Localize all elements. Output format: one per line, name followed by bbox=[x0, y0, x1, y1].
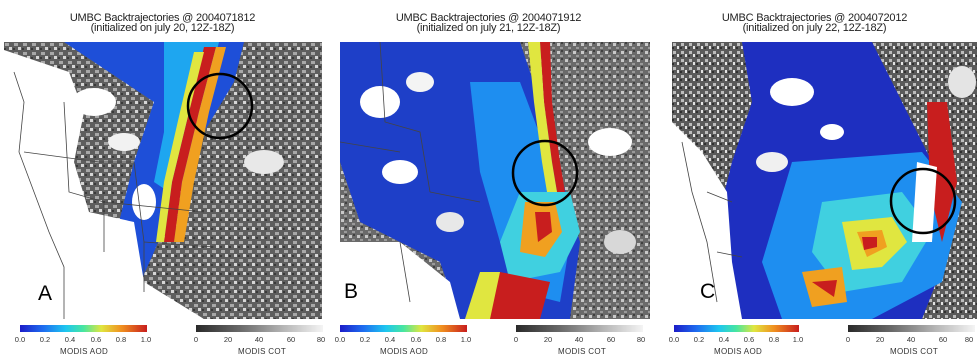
aod-colorbar bbox=[674, 325, 799, 332]
tick: 0.0 bbox=[668, 335, 680, 344]
tick: 0.4 bbox=[64, 335, 76, 344]
tick: 80 bbox=[964, 335, 974, 344]
tick: 0.8 bbox=[115, 335, 127, 344]
satellite-map: A bbox=[4, 42, 322, 319]
tick: 60 bbox=[286, 335, 296, 344]
aod-ticks: 0.0 0.2 0.4 0.6 0.8 1.0 0 20 40 60 80 bbox=[326, 335, 651, 345]
cot-colorbar bbox=[516, 325, 643, 332]
aod-ticks: 0.0 0.2 0.4 0.6 0.8 1.0 0 20 40 60 80 bbox=[0, 335, 325, 345]
panel-title: UMBC Backtrajectories @ 2004072012 bbox=[721, 12, 908, 24]
tick: 0.0 bbox=[334, 335, 346, 344]
aod-label: MODIS AOD bbox=[380, 347, 429, 356]
tick: 0.4 bbox=[718, 335, 730, 344]
aod-colorbar bbox=[340, 325, 467, 332]
map-image bbox=[4, 42, 322, 319]
tick: 20 bbox=[223, 335, 233, 344]
tick: 60 bbox=[938, 335, 948, 344]
panel-subtitle: (initialized on july 21, 12Z-18Z) bbox=[416, 22, 561, 34]
panel-letter: B bbox=[344, 280, 359, 303]
tick: 80 bbox=[316, 335, 326, 344]
tick: 1.0 bbox=[460, 335, 472, 344]
tick: 40 bbox=[574, 335, 584, 344]
tick: 0 bbox=[513, 335, 519, 344]
aod-label: MODIS AOD bbox=[60, 347, 109, 356]
cot-label: MODIS COT bbox=[890, 347, 939, 356]
panel-title: UMBC Backtrajectories @ 2004071912 bbox=[395, 12, 582, 24]
aod-colorbar bbox=[20, 325, 147, 332]
tick: 0.8 bbox=[435, 335, 447, 344]
tick: 0.6 bbox=[90, 335, 102, 344]
cot-label: MODIS COT bbox=[558, 347, 607, 356]
map-image bbox=[672, 42, 977, 319]
cot-colorbar bbox=[196, 325, 323, 332]
panel-a: UMBC Backtrajectories @ 2004071812 (init… bbox=[0, 0, 325, 358]
panel-c: UMBC Backtrajectories @ 2004072012 (init… bbox=[652, 0, 977, 358]
tick: 60 bbox=[606, 335, 616, 344]
highlight-circle bbox=[511, 139, 579, 207]
tick: 20 bbox=[875, 335, 885, 344]
tick: 0.0 bbox=[14, 335, 26, 344]
cot-colorbar bbox=[848, 325, 975, 332]
satellite-map: B bbox=[340, 42, 650, 319]
highlight-circle bbox=[186, 72, 254, 140]
tick: 0.8 bbox=[768, 335, 780, 344]
panel-subtitle: (initialized on july 20, 12Z-18Z) bbox=[90, 22, 235, 34]
tick: 40 bbox=[254, 335, 264, 344]
tick: 0.2 bbox=[359, 335, 371, 344]
panel-title: UMBC Backtrajectories @ 2004071812 bbox=[69, 12, 256, 24]
map-image bbox=[340, 42, 650, 319]
tick: 80 bbox=[636, 335, 646, 344]
tick: 20 bbox=[543, 335, 553, 344]
tick: 1.0 bbox=[140, 335, 152, 344]
aod-label: MODIS AOD bbox=[714, 347, 763, 356]
panel-subtitle: (initialized on july 22, 12Z-18Z) bbox=[742, 22, 887, 34]
panel-letter: A bbox=[38, 282, 53, 305]
tick: 0 bbox=[845, 335, 851, 344]
highlight-circle bbox=[889, 167, 957, 235]
tick: 0.2 bbox=[693, 335, 705, 344]
cot-label: MODIS COT bbox=[238, 347, 287, 356]
tick: 1.0 bbox=[792, 335, 804, 344]
satellite-map: C bbox=[672, 42, 977, 319]
tick: 0.6 bbox=[743, 335, 755, 344]
aod-ticks: 0.0 0.2 0.4 0.6 0.8 1.0 0 20 40 60 80 bbox=[652, 335, 977, 345]
panel-b: UMBC Backtrajectories @ 2004071912 (init… bbox=[326, 0, 651, 358]
tick: 0.6 bbox=[410, 335, 422, 344]
tick: 0 bbox=[193, 335, 199, 344]
tick: 0.2 bbox=[39, 335, 51, 344]
tick: 40 bbox=[906, 335, 916, 344]
tick: 0.4 bbox=[384, 335, 396, 344]
panel-letter: C bbox=[700, 280, 716, 303]
